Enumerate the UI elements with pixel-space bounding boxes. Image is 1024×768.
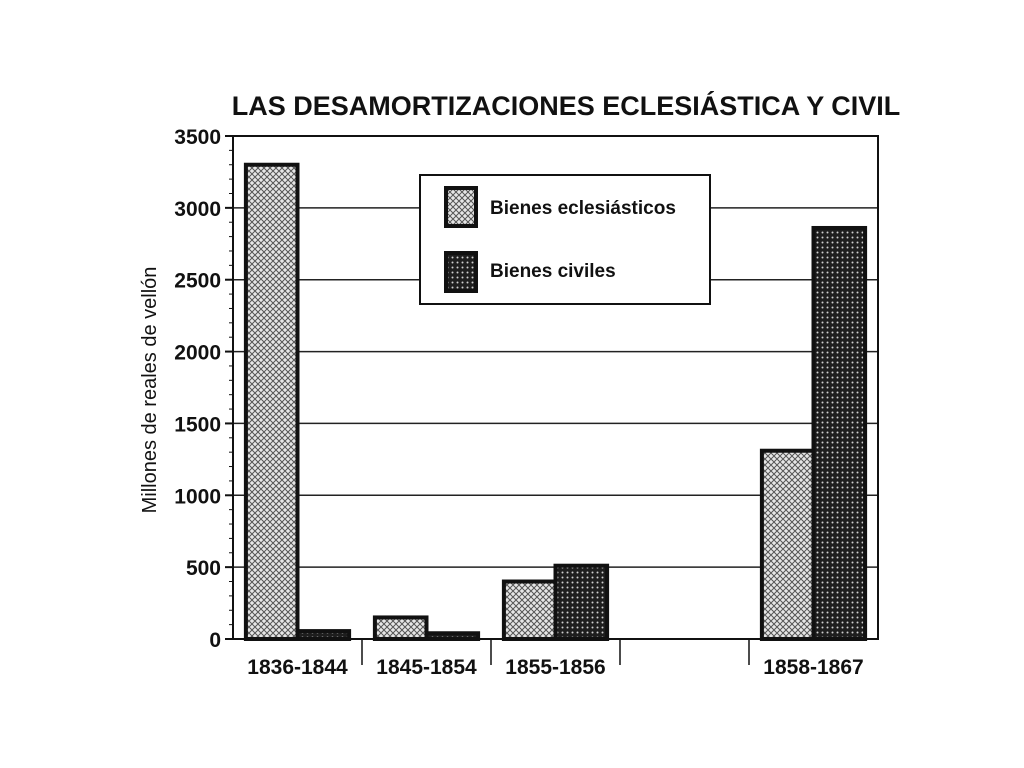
bar-civiles <box>553 563 610 641</box>
x-category-label: 1858-1867 <box>763 656 863 679</box>
legend-label-civiles: Bienes civiles <box>490 261 616 282</box>
x-category-label: 1836-1844 <box>247 656 348 679</box>
y-tick-label: 2500 <box>174 270 221 293</box>
x-category-label: 1855-1856 <box>505 656 605 679</box>
bars <box>243 162 868 642</box>
y-tick-label: 2000 <box>174 342 221 365</box>
bar-eclesiasticos <box>501 579 558 641</box>
y-tick-label: 3000 <box>174 198 221 221</box>
legend-swatch-eclesiasticos <box>444 186 478 228</box>
y-tick-label: 500 <box>186 557 221 580</box>
y-axis-ticks: 0 500 1000 1500 2000 2500 3000 3500 <box>174 126 233 652</box>
bar-civiles <box>811 225 868 641</box>
y-tick-label: 1000 <box>174 485 221 508</box>
legend-swatch-civiles <box>444 251 478 293</box>
legend: Bienes eclesiásticos Bienes civiles <box>419 174 711 305</box>
y-tick-label: 1500 <box>174 413 221 436</box>
legend-label-eclesiasticos: Bienes eclesiásticos <box>490 198 676 219</box>
plot-frame <box>232 135 879 640</box>
bar-eclesiasticos <box>372 615 429 642</box>
y-axis-label: Millones de reales de vellón <box>139 267 161 514</box>
y-tick-label: 3500 <box>174 126 221 149</box>
bar-eclesiasticos <box>243 162 300 641</box>
bar-civiles <box>295 629 352 641</box>
bar-eclesiasticos <box>759 448 816 641</box>
chart-title: LAS DESAMORTIZACIONES ECLESIÁSTICA Y CIV… <box>232 90 901 121</box>
y-tick-label: 0 <box>209 629 221 652</box>
x-category-label: 1845-1854 <box>376 656 477 679</box>
x-axis-categories: 1836-1844 1845-1854 1855-1856 1858-1867 <box>247 639 864 679</box>
